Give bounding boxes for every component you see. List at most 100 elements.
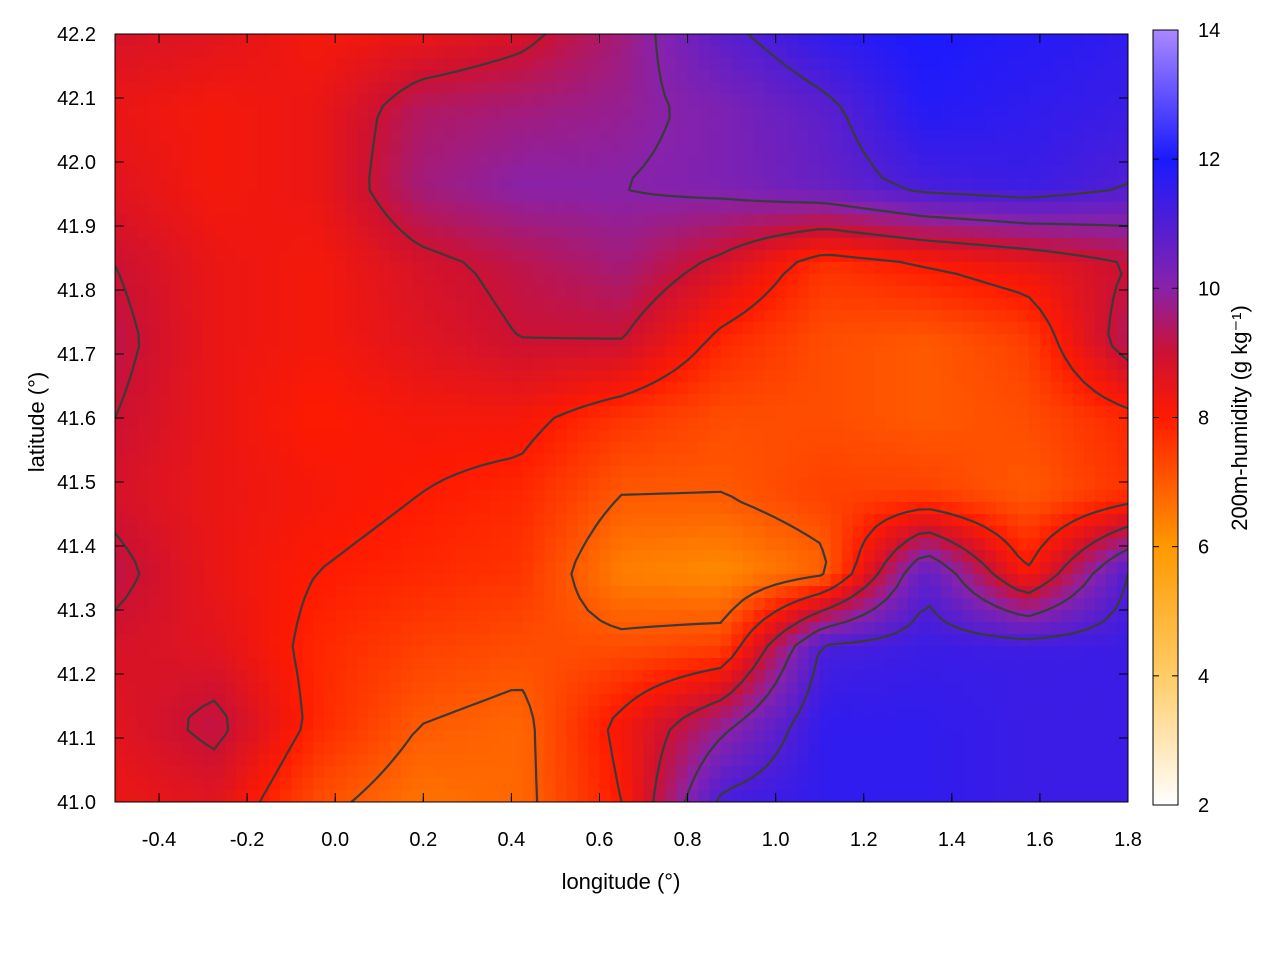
heatmap-cell xyxy=(830,550,843,563)
heatmap-cell xyxy=(1028,274,1041,287)
heatmap-cell xyxy=(456,58,468,71)
heatmap-cell xyxy=(280,358,292,371)
heatmap-cell xyxy=(687,358,700,371)
heatmap-cell xyxy=(819,514,832,527)
heatmap-cell xyxy=(1006,334,1019,347)
heatmap-cell xyxy=(1028,130,1041,143)
heatmap-cell xyxy=(610,106,623,119)
heatmap-cell xyxy=(1039,82,1052,95)
heatmap-cell xyxy=(588,142,601,155)
heatmap-cell xyxy=(566,382,579,395)
heatmap-cell xyxy=(269,550,281,563)
heatmap-cell xyxy=(599,94,612,107)
heatmap-cell xyxy=(764,574,777,587)
heatmap-cell xyxy=(973,166,986,179)
heatmap-cell xyxy=(742,130,755,143)
heatmap-cell xyxy=(214,454,226,467)
heatmap-cell xyxy=(841,334,854,347)
heatmap-cell xyxy=(390,658,402,671)
heatmap-cell xyxy=(1094,106,1107,119)
heatmap-cell xyxy=(181,262,193,275)
heatmap-cell xyxy=(632,538,645,551)
heatmap-cell xyxy=(621,250,634,263)
heatmap-cell xyxy=(731,574,744,587)
heatmap-cell xyxy=(753,574,766,587)
heatmap-cell xyxy=(357,34,369,47)
heatmap-cell xyxy=(445,514,457,527)
heatmap-cell xyxy=(1039,562,1052,575)
heatmap-cell xyxy=(852,622,865,635)
heatmap-cell xyxy=(533,106,546,119)
heatmap-cell xyxy=(280,574,292,587)
heatmap-cell xyxy=(775,670,788,683)
heatmap-cell xyxy=(676,442,689,455)
heatmap-cell xyxy=(775,466,788,479)
heatmap-cell xyxy=(412,310,424,323)
heatmap-cell xyxy=(1083,634,1096,647)
heatmap-cell xyxy=(148,214,160,227)
heatmap-cell xyxy=(159,646,171,659)
heatmap-cell xyxy=(258,430,270,443)
heatmap-cell xyxy=(522,550,535,563)
heatmap-cell xyxy=(665,154,678,167)
heatmap-cell xyxy=(676,178,689,191)
heatmap-cell xyxy=(555,430,568,443)
heatmap-cell xyxy=(137,214,149,227)
heatmap-cell xyxy=(313,526,325,539)
heatmap-cell xyxy=(577,646,590,659)
heatmap-cell xyxy=(489,574,501,587)
heatmap-cell xyxy=(731,658,744,671)
heatmap-cell xyxy=(1050,202,1063,215)
heatmap-cell xyxy=(126,574,138,587)
heatmap-cell xyxy=(247,550,259,563)
heatmap-cell xyxy=(423,586,435,599)
heatmap-cell xyxy=(588,406,601,419)
heatmap-cell xyxy=(280,34,292,47)
heatmap-cell xyxy=(412,550,424,563)
heatmap-cell xyxy=(654,154,667,167)
heatmap-cell xyxy=(1017,94,1030,107)
heatmap-cell xyxy=(368,670,380,683)
heatmap-cell xyxy=(467,34,479,47)
heatmap-cell xyxy=(830,82,843,95)
heatmap-cell xyxy=(1017,670,1030,683)
heatmap-cell xyxy=(522,358,535,371)
heatmap-cell xyxy=(665,202,678,215)
heatmap-cell xyxy=(731,394,744,407)
heatmap-cell xyxy=(423,166,435,179)
heatmap-cell xyxy=(940,82,953,95)
heatmap-cell xyxy=(247,202,259,215)
heatmap-cell xyxy=(236,142,248,155)
heatmap-cell xyxy=(665,454,678,467)
heatmap-cell xyxy=(918,130,931,143)
heatmap-cell xyxy=(324,646,336,659)
heatmap-cell xyxy=(280,538,292,551)
heatmap-cell xyxy=(874,142,887,155)
heatmap-cell xyxy=(434,574,446,587)
heatmap-cell xyxy=(324,478,336,491)
heatmap-cell xyxy=(137,670,149,683)
heatmap-cell xyxy=(621,190,634,203)
heatmap-cell xyxy=(445,202,457,215)
heatmap-cell xyxy=(742,286,755,299)
heatmap-cell xyxy=(181,454,193,467)
heatmap-cell xyxy=(962,154,975,167)
heatmap-cell xyxy=(1116,262,1128,275)
heatmap-cell xyxy=(764,250,777,263)
heatmap-cell xyxy=(654,262,667,275)
heatmap-cell xyxy=(412,34,424,47)
heatmap-cell xyxy=(1061,154,1074,167)
heatmap-cell xyxy=(269,94,281,107)
heatmap-cell xyxy=(687,658,700,671)
heatmap-cell xyxy=(181,382,193,395)
heatmap-cell xyxy=(830,670,843,683)
heatmap-cell xyxy=(511,574,523,587)
heatmap-cell xyxy=(698,262,711,275)
heatmap-cell xyxy=(324,334,336,347)
heatmap-cell xyxy=(368,490,380,503)
heatmap-cell xyxy=(896,178,909,191)
heatmap-cell xyxy=(357,154,369,167)
heatmap-cell xyxy=(995,418,1008,431)
heatmap-cell xyxy=(852,58,865,71)
heatmap-cell xyxy=(841,346,854,359)
